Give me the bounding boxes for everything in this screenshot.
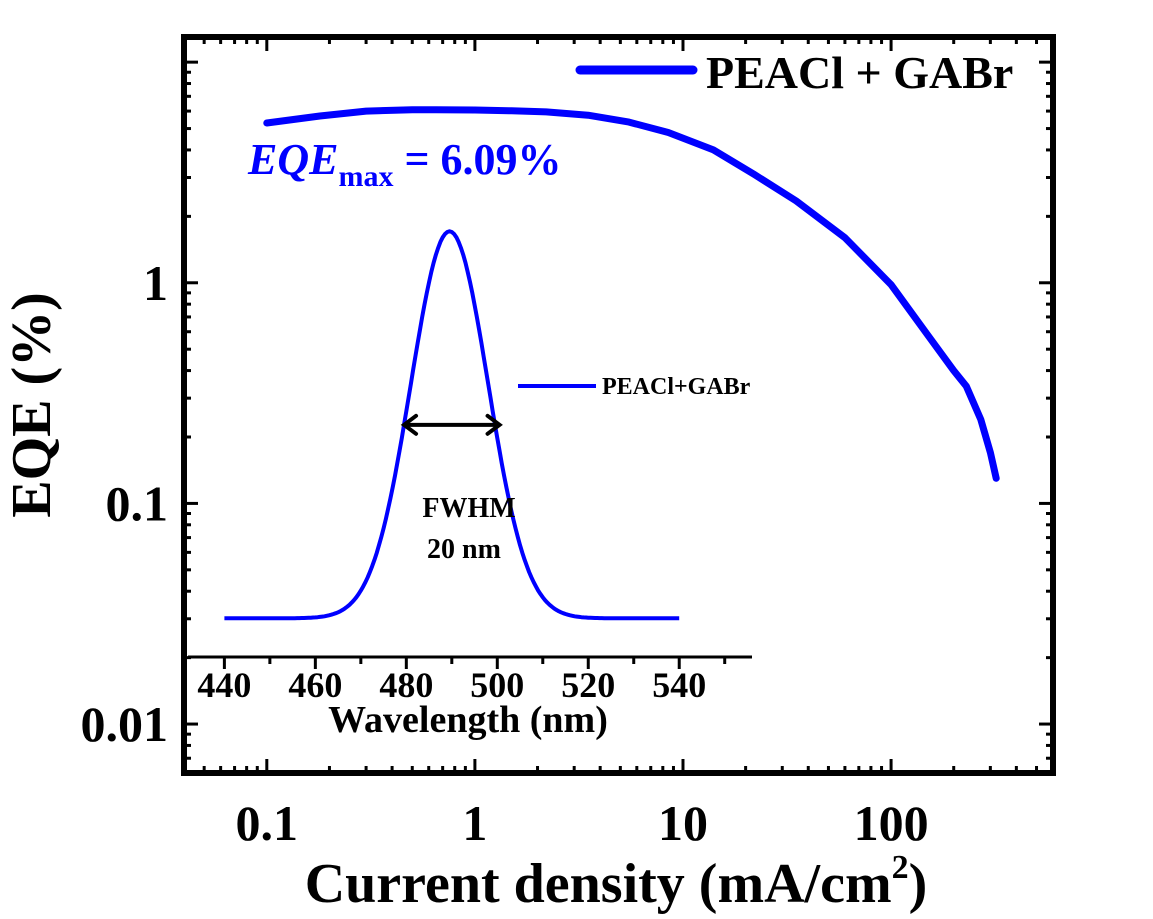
inset-x-axis: 440 460 480 500 520 540 xyxy=(197,657,727,705)
x-axis-title-text: Current density (mA/cm xyxy=(305,853,892,915)
fwhm-arrowhead-right xyxy=(485,413,503,436)
eqe-max-prefix: EQE xyxy=(247,135,338,184)
x-tick-label: 0.1 xyxy=(236,795,299,851)
fwhm-label: FWHM xyxy=(422,493,515,524)
inset-x-tick-label: 440 xyxy=(197,665,251,705)
inset-legend-label: PEACl+GABr xyxy=(602,374,751,400)
y-axis: 0.01 0.1 1 xyxy=(81,60,1053,775)
x-axis-title: Current density (mA/cm2) xyxy=(305,849,928,915)
eqe-max-annotation: EQEmax = 6.09% xyxy=(247,135,562,193)
x-tick-label: 10 xyxy=(658,795,708,851)
inset-chart: 440 460 480 500 520 540 PEACl+GABr FWHM 20 nm… xyxy=(188,229,752,741)
inset-x-tick-label: 520 xyxy=(561,665,615,705)
fwhm-arrowhead-left xyxy=(400,413,419,436)
y-tick-label: 0.01 xyxy=(81,696,169,752)
x-axis-title-superscript: 2 xyxy=(892,849,909,886)
x-tick-label: 1 xyxy=(462,795,487,851)
x-tick-label: 100 xyxy=(854,795,929,851)
inset-x-tick-label: 480 xyxy=(379,665,433,705)
y-tick-label: 1 xyxy=(143,255,168,311)
x-axis-title-close: ) xyxy=(909,853,928,915)
eqe-max-subscript: max xyxy=(338,160,393,193)
y-axis-title: EQE (%) xyxy=(1,292,63,518)
main-legend: PEACl + GABr xyxy=(575,47,1013,98)
inset-x-tick-label: 500 xyxy=(470,665,524,705)
eqe-max-value: = 6.09% xyxy=(393,135,561,184)
legend-label: PEACl + GABr xyxy=(706,47,1013,98)
inset-x-tick-label: 460 xyxy=(288,665,342,705)
plot-frame xyxy=(181,34,1056,776)
inset-x-tick-label: 540 xyxy=(652,665,706,705)
inset-spectrum-line xyxy=(224,229,680,621)
y-tick-label: 0.1 xyxy=(106,475,169,531)
inset-x-axis-title: Wavelength (nm) xyxy=(328,699,608,741)
fwhm-value: 20 nm xyxy=(427,534,501,565)
x-axis: 0.1 1 10 100 xyxy=(182,37,1055,851)
eqe-series-line xyxy=(263,106,1000,482)
